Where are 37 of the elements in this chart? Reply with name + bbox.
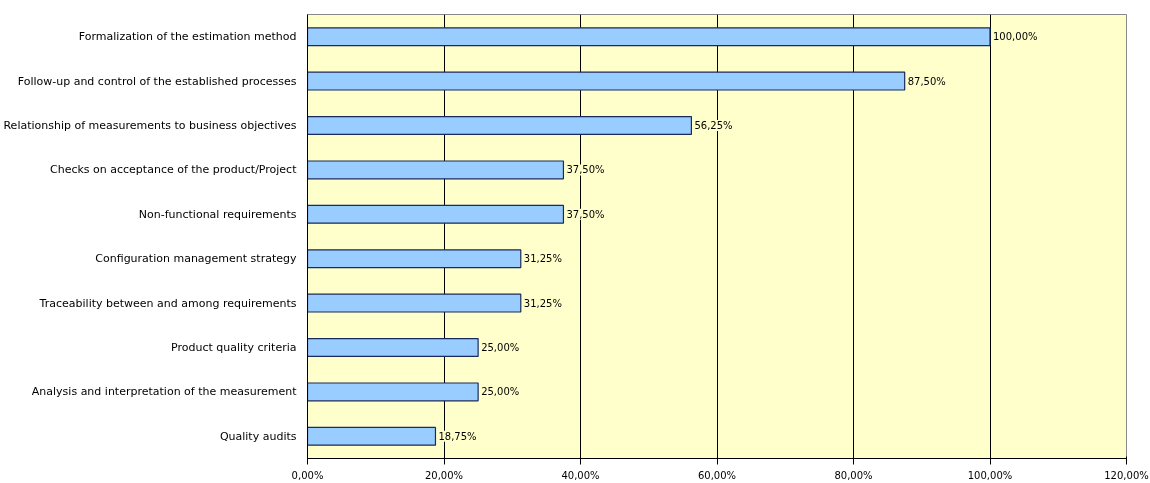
bar <box>307 204 565 224</box>
x-tick-label: 80,00% <box>834 469 873 481</box>
bar <box>307 27 991 47</box>
data-label: 37,50% <box>566 164 605 176</box>
x-tick-label: 40,00% <box>561 469 600 481</box>
data-label: 31,25% <box>523 253 562 265</box>
y-tick-label: Traceability between and among requirements <box>38 296 297 310</box>
bar <box>307 71 906 91</box>
bar <box>307 382 479 402</box>
y-tick-label: Product quality criteria <box>171 341 297 354</box>
bar <box>307 293 522 313</box>
data-label: 100,00% <box>993 31 1038 43</box>
data-label: 25,00% <box>481 386 520 398</box>
x-tick-label: 60,00% <box>697 469 737 481</box>
data-label: 31,25% <box>523 297 562 309</box>
x-tick-label: 100,00% <box>967 469 1013 481</box>
data-label: 87,50% <box>907 75 946 87</box>
x-tick-label: 0,00% <box>291 469 324 481</box>
bar <box>307 116 693 135</box>
y-tick-label: Configuration management strategy <box>95 252 297 266</box>
data-label: 56,25% <box>694 120 733 131</box>
y-tick-label: Formalization of the estimation method <box>78 30 297 44</box>
y-tick-label: Relationship of measurements to business objectives <box>3 119 297 132</box>
x-tick-label: 20,00% <box>424 469 464 481</box>
data-label: 37,50% <box>566 208 605 220</box>
bar <box>307 160 565 180</box>
y-tick-label: Checks on acceptance of the product/Project <box>50 163 298 177</box>
y-tick-label: Analysis and interpretation of the measurement <box>31 385 298 399</box>
data-label: 18,75% <box>438 430 477 442</box>
y-tick-label: Follow-up and control of the established processes <box>17 74 297 88</box>
x-tick-label: 120,00% <box>1104 469 1149 481</box>
y-tick-label: Quality audits <box>219 429 297 443</box>
data-label: 25,00% <box>481 342 520 353</box>
bar <box>307 338 479 357</box>
y-tick-label: Non-functional requirements <box>138 207 297 221</box>
bar <box>307 249 522 269</box>
bar <box>307 426 437 446</box>
